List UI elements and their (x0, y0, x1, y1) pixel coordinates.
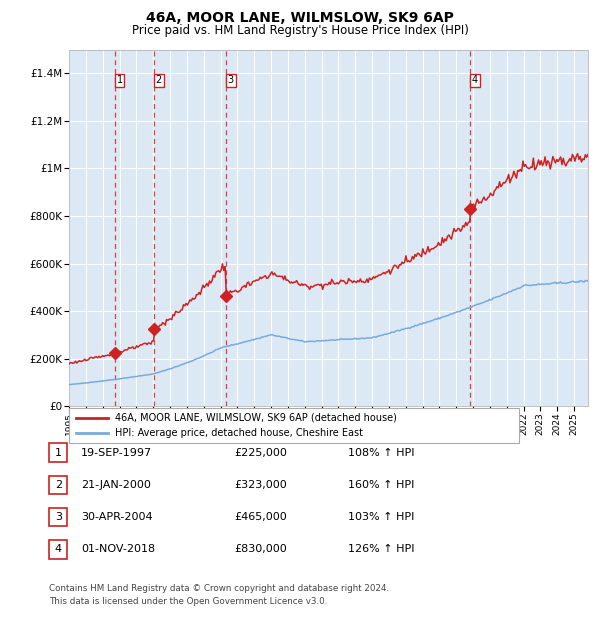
Text: 103% ↑ HPI: 103% ↑ HPI (348, 512, 415, 522)
Text: 19-SEP-1997: 19-SEP-1997 (81, 448, 152, 458)
Text: £830,000: £830,000 (234, 544, 287, 554)
Text: 21-JAN-2000: 21-JAN-2000 (81, 480, 151, 490)
Text: 4: 4 (55, 544, 62, 554)
Text: Contains HM Land Registry data © Crown copyright and database right 2024.
This d: Contains HM Land Registry data © Crown c… (49, 584, 389, 606)
Text: £225,000: £225,000 (234, 448, 287, 458)
Text: 2: 2 (55, 480, 62, 490)
Text: 160% ↑ HPI: 160% ↑ HPI (348, 480, 415, 490)
Text: £465,000: £465,000 (234, 512, 287, 522)
Text: 108% ↑ HPI: 108% ↑ HPI (348, 448, 415, 458)
Text: 46A, MOOR LANE, WILMSLOW, SK9 6AP (detached house): 46A, MOOR LANE, WILMSLOW, SK9 6AP (detac… (115, 413, 397, 423)
Text: Price paid vs. HM Land Registry's House Price Index (HPI): Price paid vs. HM Land Registry's House … (131, 24, 469, 37)
Text: HPI: Average price, detached house, Cheshire East: HPI: Average price, detached house, Ches… (115, 428, 363, 438)
Text: 1: 1 (55, 448, 62, 458)
Text: 3: 3 (228, 76, 234, 86)
Text: 1: 1 (116, 76, 122, 86)
Text: 30-APR-2004: 30-APR-2004 (81, 512, 152, 522)
Text: 126% ↑ HPI: 126% ↑ HPI (348, 544, 415, 554)
Text: 46A, MOOR LANE, WILMSLOW, SK9 6AP: 46A, MOOR LANE, WILMSLOW, SK9 6AP (146, 11, 454, 25)
Text: £323,000: £323,000 (234, 480, 287, 490)
Text: 3: 3 (55, 512, 62, 522)
Text: 01-NOV-2018: 01-NOV-2018 (81, 544, 155, 554)
Text: 2: 2 (155, 76, 162, 86)
Text: 4: 4 (472, 76, 478, 86)
